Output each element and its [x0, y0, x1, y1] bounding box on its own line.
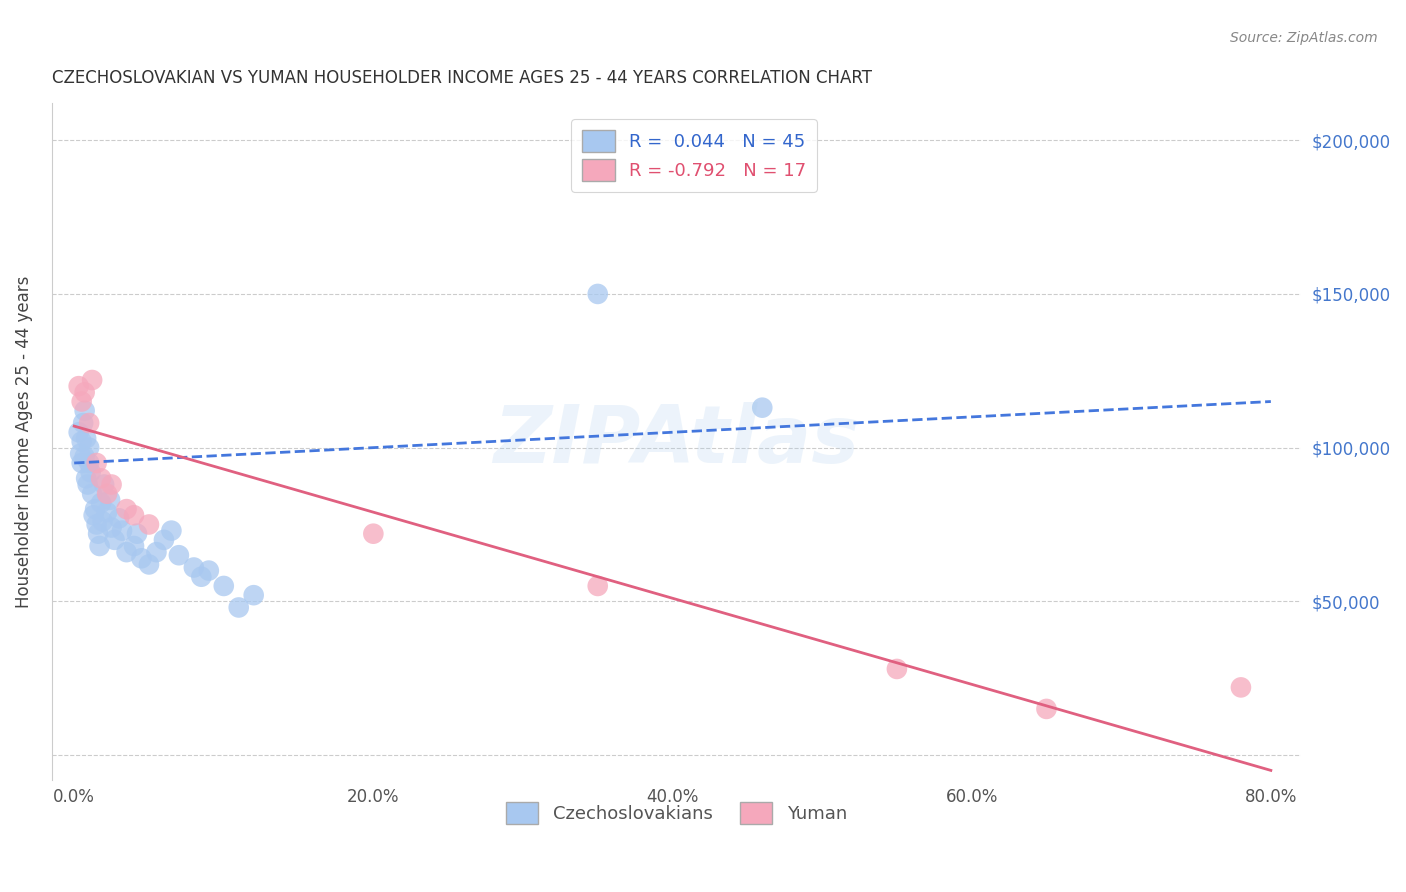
Point: [153, 533, 176, 547]
Point: [73, 403, 96, 417]
Point: [100, 520, 122, 534]
Point: [228, 600, 250, 615]
Point: [76, 477, 98, 491]
Point: [70, 456, 93, 470]
Point: [86, 456, 108, 470]
Point: [77, 456, 100, 470]
Legend: Czechoslovakians, Yuman: Czechoslovakians, Yuman: [499, 795, 853, 831]
Point: [67, 379, 90, 393]
Point: [190, 570, 212, 584]
Point: [96, 505, 118, 519]
Y-axis label: Householder Income Ages 25 - 44 years: Householder Income Ages 25 - 44 years: [15, 276, 32, 607]
Point: [75, 431, 97, 445]
Point: [73, 450, 96, 464]
Point: [79, 465, 101, 479]
Text: CZECHOSLOVAKIAN VS YUMAN HOUSEHOLDER INCOME AGES 25 - 44 YEARS CORRELATION CHART: CZECHOSLOVAKIAN VS YUMAN HOUSEHOLDER INC…: [52, 69, 872, 87]
Point: [1230, 681, 1253, 695]
Point: [115, 545, 138, 559]
Point: [90, 496, 112, 510]
Point: [70, 434, 93, 449]
Point: [751, 401, 773, 415]
Point: [67, 425, 90, 440]
Point: [886, 662, 908, 676]
Point: [363, 526, 385, 541]
Point: [75, 471, 97, 485]
Point: [100, 477, 122, 491]
Point: [242, 588, 264, 602]
Point: [586, 287, 609, 301]
Point: [160, 524, 183, 538]
Point: [138, 517, 160, 532]
Point: [73, 385, 96, 400]
Point: [69, 447, 91, 461]
Point: [70, 394, 93, 409]
Point: [212, 579, 235, 593]
Point: [586, 579, 609, 593]
Point: [90, 471, 112, 485]
Point: [115, 502, 138, 516]
Point: [183, 560, 205, 574]
Text: Source: ZipAtlas.com: Source: ZipAtlas.com: [1230, 31, 1378, 45]
Point: [77, 441, 100, 455]
Point: [131, 551, 153, 566]
Point: [198, 564, 221, 578]
Point: [122, 539, 145, 553]
Point: [111, 524, 134, 538]
Point: [91, 515, 114, 529]
Point: [96, 487, 118, 501]
Point: [87, 526, 110, 541]
Point: [103, 533, 125, 547]
Point: [77, 416, 100, 430]
Point: [138, 558, 160, 572]
Point: [108, 511, 131, 525]
Point: [125, 526, 148, 541]
Point: [82, 373, 104, 387]
Point: [83, 508, 105, 523]
Point: [122, 508, 145, 523]
Point: [72, 416, 94, 430]
Point: [145, 545, 167, 559]
Point: [98, 492, 121, 507]
Point: [82, 487, 104, 501]
Point: [89, 539, 111, 553]
Point: [1035, 702, 1057, 716]
Point: [93, 477, 115, 491]
Point: [84, 502, 107, 516]
Point: [86, 517, 108, 532]
Text: ZIPAtlas: ZIPAtlas: [494, 402, 859, 481]
Point: [167, 548, 190, 562]
